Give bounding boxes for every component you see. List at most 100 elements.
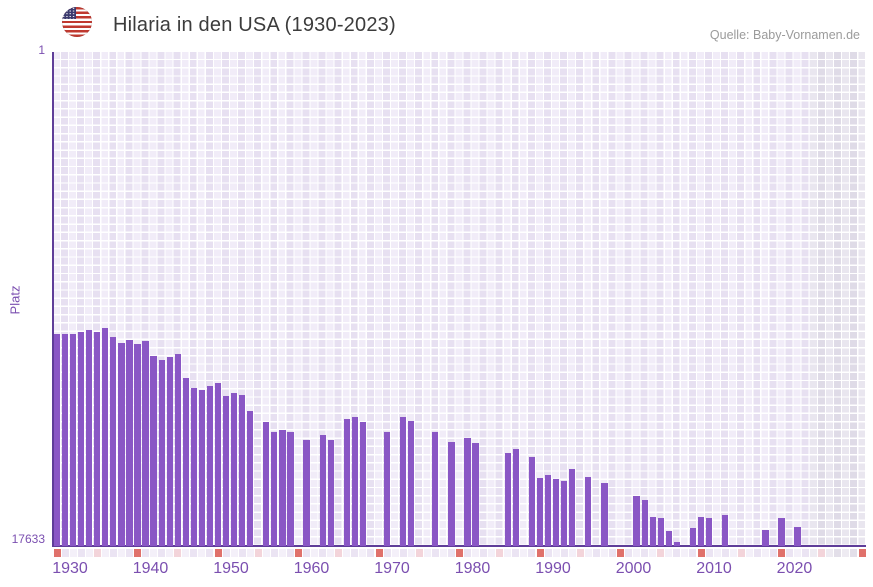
x-tick-square-1981 [464,549,472,557]
bar-1966 [343,419,350,546]
bar-1964 [327,440,334,546]
bar-2004 [649,517,656,546]
x-tick-square-2009 [689,549,697,557]
bar-1948 [198,390,206,546]
bar-1990 [536,478,544,546]
bar-1971 [383,432,391,546]
x-tick-square-1999 [608,549,616,557]
bar-1993 [561,480,568,546]
x-tick-square-1948 [198,549,206,557]
bar-1930 [53,333,61,546]
bar-1931 [61,333,69,546]
x-tick-square-1961 [303,549,311,557]
bar-1943 [158,359,165,546]
x-tick-square-1976 [423,549,431,557]
x-tick-square-1963 [319,549,327,557]
x-tick-square-2019 [769,549,777,557]
x-tick-square-1957 [270,549,278,557]
x-tick-square-1982 [472,549,480,557]
x-tick-square-1977 [431,549,439,557]
x-tick-label-1940: 1940 [132,560,169,577]
x-tick-square-1931 [61,549,69,557]
bar-1942 [150,355,157,546]
x-tick-label-1950: 1950 [213,560,249,577]
x-tick-square-1954 [246,549,254,557]
x-tick-square-2001 [625,549,633,557]
bar-1998 [601,483,608,546]
x-tick-square-1938 [117,549,125,557]
x-tick-square-1974 [407,549,415,557]
x-tick-label-1930: 1930 [52,560,88,577]
bar-2006 [665,530,672,546]
x-tick-square-2008 [681,549,689,557]
bar-1944 [166,357,173,546]
bar-1939 [126,340,133,546]
bar-1991 [544,475,552,546]
bar-1958 [279,430,286,546]
bar-1974 [408,420,415,546]
x-axis-line [53,545,866,547]
x-tick-square-1930 [53,549,61,557]
x-tick-square-1972 [391,549,399,557]
x-tick-square-1994 [568,549,576,557]
x-tick-square-1959 [286,549,294,557]
bar-1992 [552,479,560,546]
x-tick-square-2013 [721,549,729,557]
y-axis-line [52,52,54,547]
x-tick-square-2016 [745,549,753,557]
x-tick-square-1997 [592,549,600,557]
bar-2010 [697,517,705,546]
x-tick-square-1992 [552,549,560,557]
x-tick-square-1965 [335,549,343,557]
x-tick-square-1987 [512,549,520,557]
x-tick-square-2004 [649,549,657,557]
bar-1935 [94,331,101,546]
x-tick-square-2003 [641,549,649,557]
x-tick-square-1980 [456,549,464,557]
x-tick-label-1960: 1960 [293,560,330,577]
x-tick-square-1984 [488,549,496,557]
bar-1957 [271,432,278,546]
x-tick-square-2000 [617,549,624,557]
x-tick-square-2024 [810,549,818,557]
x-tick-square-1936 [101,549,109,557]
bar-1932 [69,334,77,546]
bar-1941 [142,341,149,546]
us-flag-canton [62,7,76,19]
page-title: Hilaria in den USA (1930-2023) [113,14,396,36]
x-tick-square-1970 [375,549,383,557]
bar-2011 [705,518,713,546]
bar-1938 [118,343,125,546]
bar-1947 [190,388,197,546]
bar-2013 [722,514,729,546]
x-tick-square-1983 [480,549,488,557]
bar-1946 [182,377,189,546]
bar-1959 [287,431,294,546]
x-tick-square-1993 [560,549,568,557]
x-tick-square-1996 [584,549,592,557]
bar-1968 [359,422,367,546]
x-tick-square-2022 [794,549,802,557]
x-tick-square-1947 [190,549,198,557]
x-tick-label-2020: 2020 [776,560,813,577]
bar-2018 [762,529,769,546]
x-tick-square-1942 [150,549,158,557]
x-tick-square-1978 [439,549,447,557]
bar-1986 [504,453,511,546]
bar-1945 [174,353,181,546]
x-tick-square-2026 [826,549,834,557]
x-tick-square-2025 [818,549,826,557]
x-tick-square-2030 [858,549,866,557]
bar-1963 [319,435,326,546]
bar-2002 [633,496,640,546]
bar-1951 [222,395,230,546]
x-tick-square-2023 [802,549,810,557]
x-tick-square-2011 [705,549,713,557]
x-tick-square-2021 [786,549,794,557]
x-tick-square-1934 [85,549,93,557]
bar-1952 [230,393,238,546]
x-tick-square-1962 [311,549,319,557]
x-tick-square-2005 [657,549,665,557]
bar-1936 [102,328,109,546]
